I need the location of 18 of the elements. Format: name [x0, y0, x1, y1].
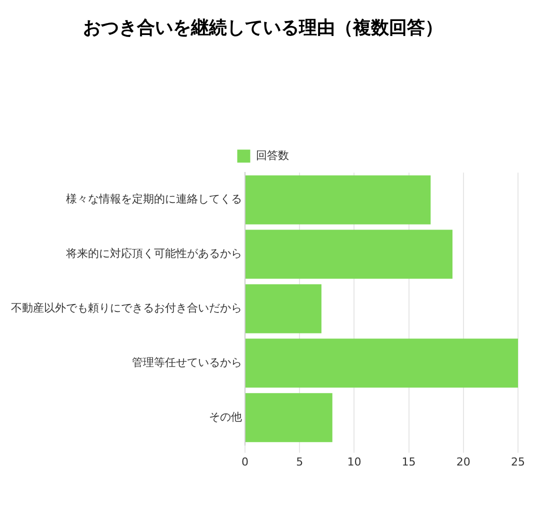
bar [246, 338, 518, 388]
y-tick-label: 将来的に対応頂く可能性があるから [65, 247, 242, 260]
y-tick-label: 様々な情報を定期的に連絡してくる [66, 192, 242, 206]
legend-label: 回答数 [256, 148, 289, 162]
y-tick-label: 管理等任せているから [132, 356, 242, 369]
bar [246, 175, 431, 224]
chart-title: おつき合いを継続している理由（複数回答） [83, 17, 443, 38]
y-tick-label: その他 [209, 410, 242, 424]
bar [246, 230, 452, 279]
y-tick-label: 不動産以外でも頼りにできるお付き合いだから [11, 302, 242, 315]
x-tick-label: 15 [402, 455, 416, 468]
bar [246, 393, 332, 442]
bar [246, 284, 322, 334]
x-tick-label: 10 [347, 455, 362, 468]
x-tick-label: 0 [242, 455, 248, 468]
x-tick-label: 20 [456, 455, 470, 468]
x-tick-label: 25 [511, 455, 525, 468]
x-tick-label: 5 [296, 455, 304, 468]
